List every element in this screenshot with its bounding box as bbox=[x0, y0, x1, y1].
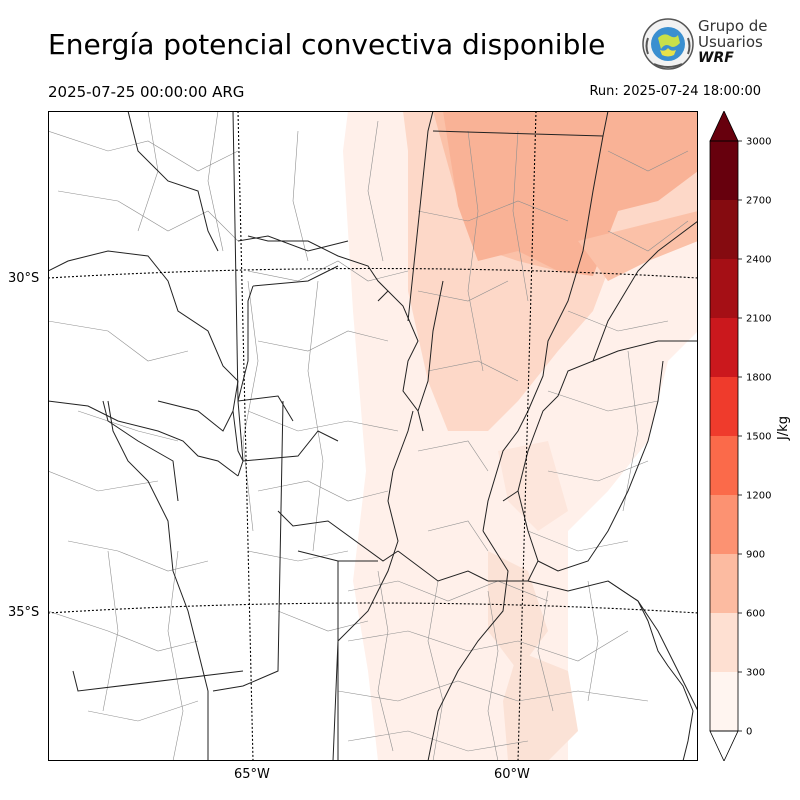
lon-label-65w: 65°W bbox=[234, 767, 270, 782]
province-boundaries bbox=[48, 111, 698, 761]
colorbar-bin bbox=[710, 613, 738, 672]
colorbar-bin bbox=[710, 672, 738, 731]
colorbar-tick-label: 3000 bbox=[746, 137, 771, 148]
lon-label-60w: 60°W bbox=[494, 767, 530, 782]
colorbar-bin bbox=[710, 200, 738, 259]
colorbar-tick-label: 2700 bbox=[746, 196, 771, 207]
valid-time: 2025-07-25 00:00:00 ARG bbox=[48, 83, 245, 101]
colorbar-bin bbox=[710, 436, 738, 495]
colorbar-tick-label: 1800 bbox=[746, 373, 771, 384]
logo-line-1: Grupo de bbox=[698, 17, 768, 35]
colorbar: 0 300 600 900 1200 1500 1800 2100 2400 2700 3000 bbox=[709, 111, 771, 761]
logo-line-3: WRF bbox=[698, 50, 734, 66]
map-frame bbox=[48, 111, 698, 761]
colorbar-tick-label: 2100 bbox=[746, 314, 771, 325]
colorbar-unit: J/kg bbox=[776, 416, 791, 440]
colorbar-bin bbox=[710, 495, 738, 554]
coastline bbox=[607, 580, 694, 761]
colorbar-tick-label: 1200 bbox=[746, 491, 771, 502]
colorbar-under-triangle bbox=[709, 730, 739, 761]
colorbar-bin bbox=[710, 259, 738, 318]
lat-label-35s: 35°S bbox=[8, 605, 40, 620]
district-boundaries bbox=[48, 111, 689, 761]
globe-icon bbox=[642, 18, 694, 70]
map-title: Energía potencial convectiva disponible bbox=[48, 28, 606, 61]
colorbar-tick-label: 600 bbox=[746, 609, 765, 620]
colorbar-bin bbox=[710, 141, 738, 200]
colorbar-bin bbox=[710, 377, 738, 436]
lat-label-30s: 30°S bbox=[8, 271, 40, 286]
colorbar-bin bbox=[710, 318, 738, 377]
colorbar-tick-label: 300 bbox=[746, 668, 765, 679]
colorbar-tick-label: 0 bbox=[746, 727, 752, 738]
wrf-logo: Grupo de Usuarios WRF bbox=[640, 16, 770, 72]
colorbar-tick-label: 2400 bbox=[746, 255, 771, 266]
colorbar-bin bbox=[710, 554, 738, 613]
colorbar-tick-label: 1500 bbox=[746, 432, 771, 443]
graticule bbox=[48, 111, 698, 761]
cape-map bbox=[48, 111, 698, 761]
logo-line-2: Usuarios bbox=[698, 33, 763, 51]
colorbar-tick-label: 900 bbox=[746, 550, 765, 561]
run-time: Run: 2025-07-24 18:00:00 bbox=[589, 84, 761, 99]
colorbar-over-triangle bbox=[709, 111, 739, 142]
